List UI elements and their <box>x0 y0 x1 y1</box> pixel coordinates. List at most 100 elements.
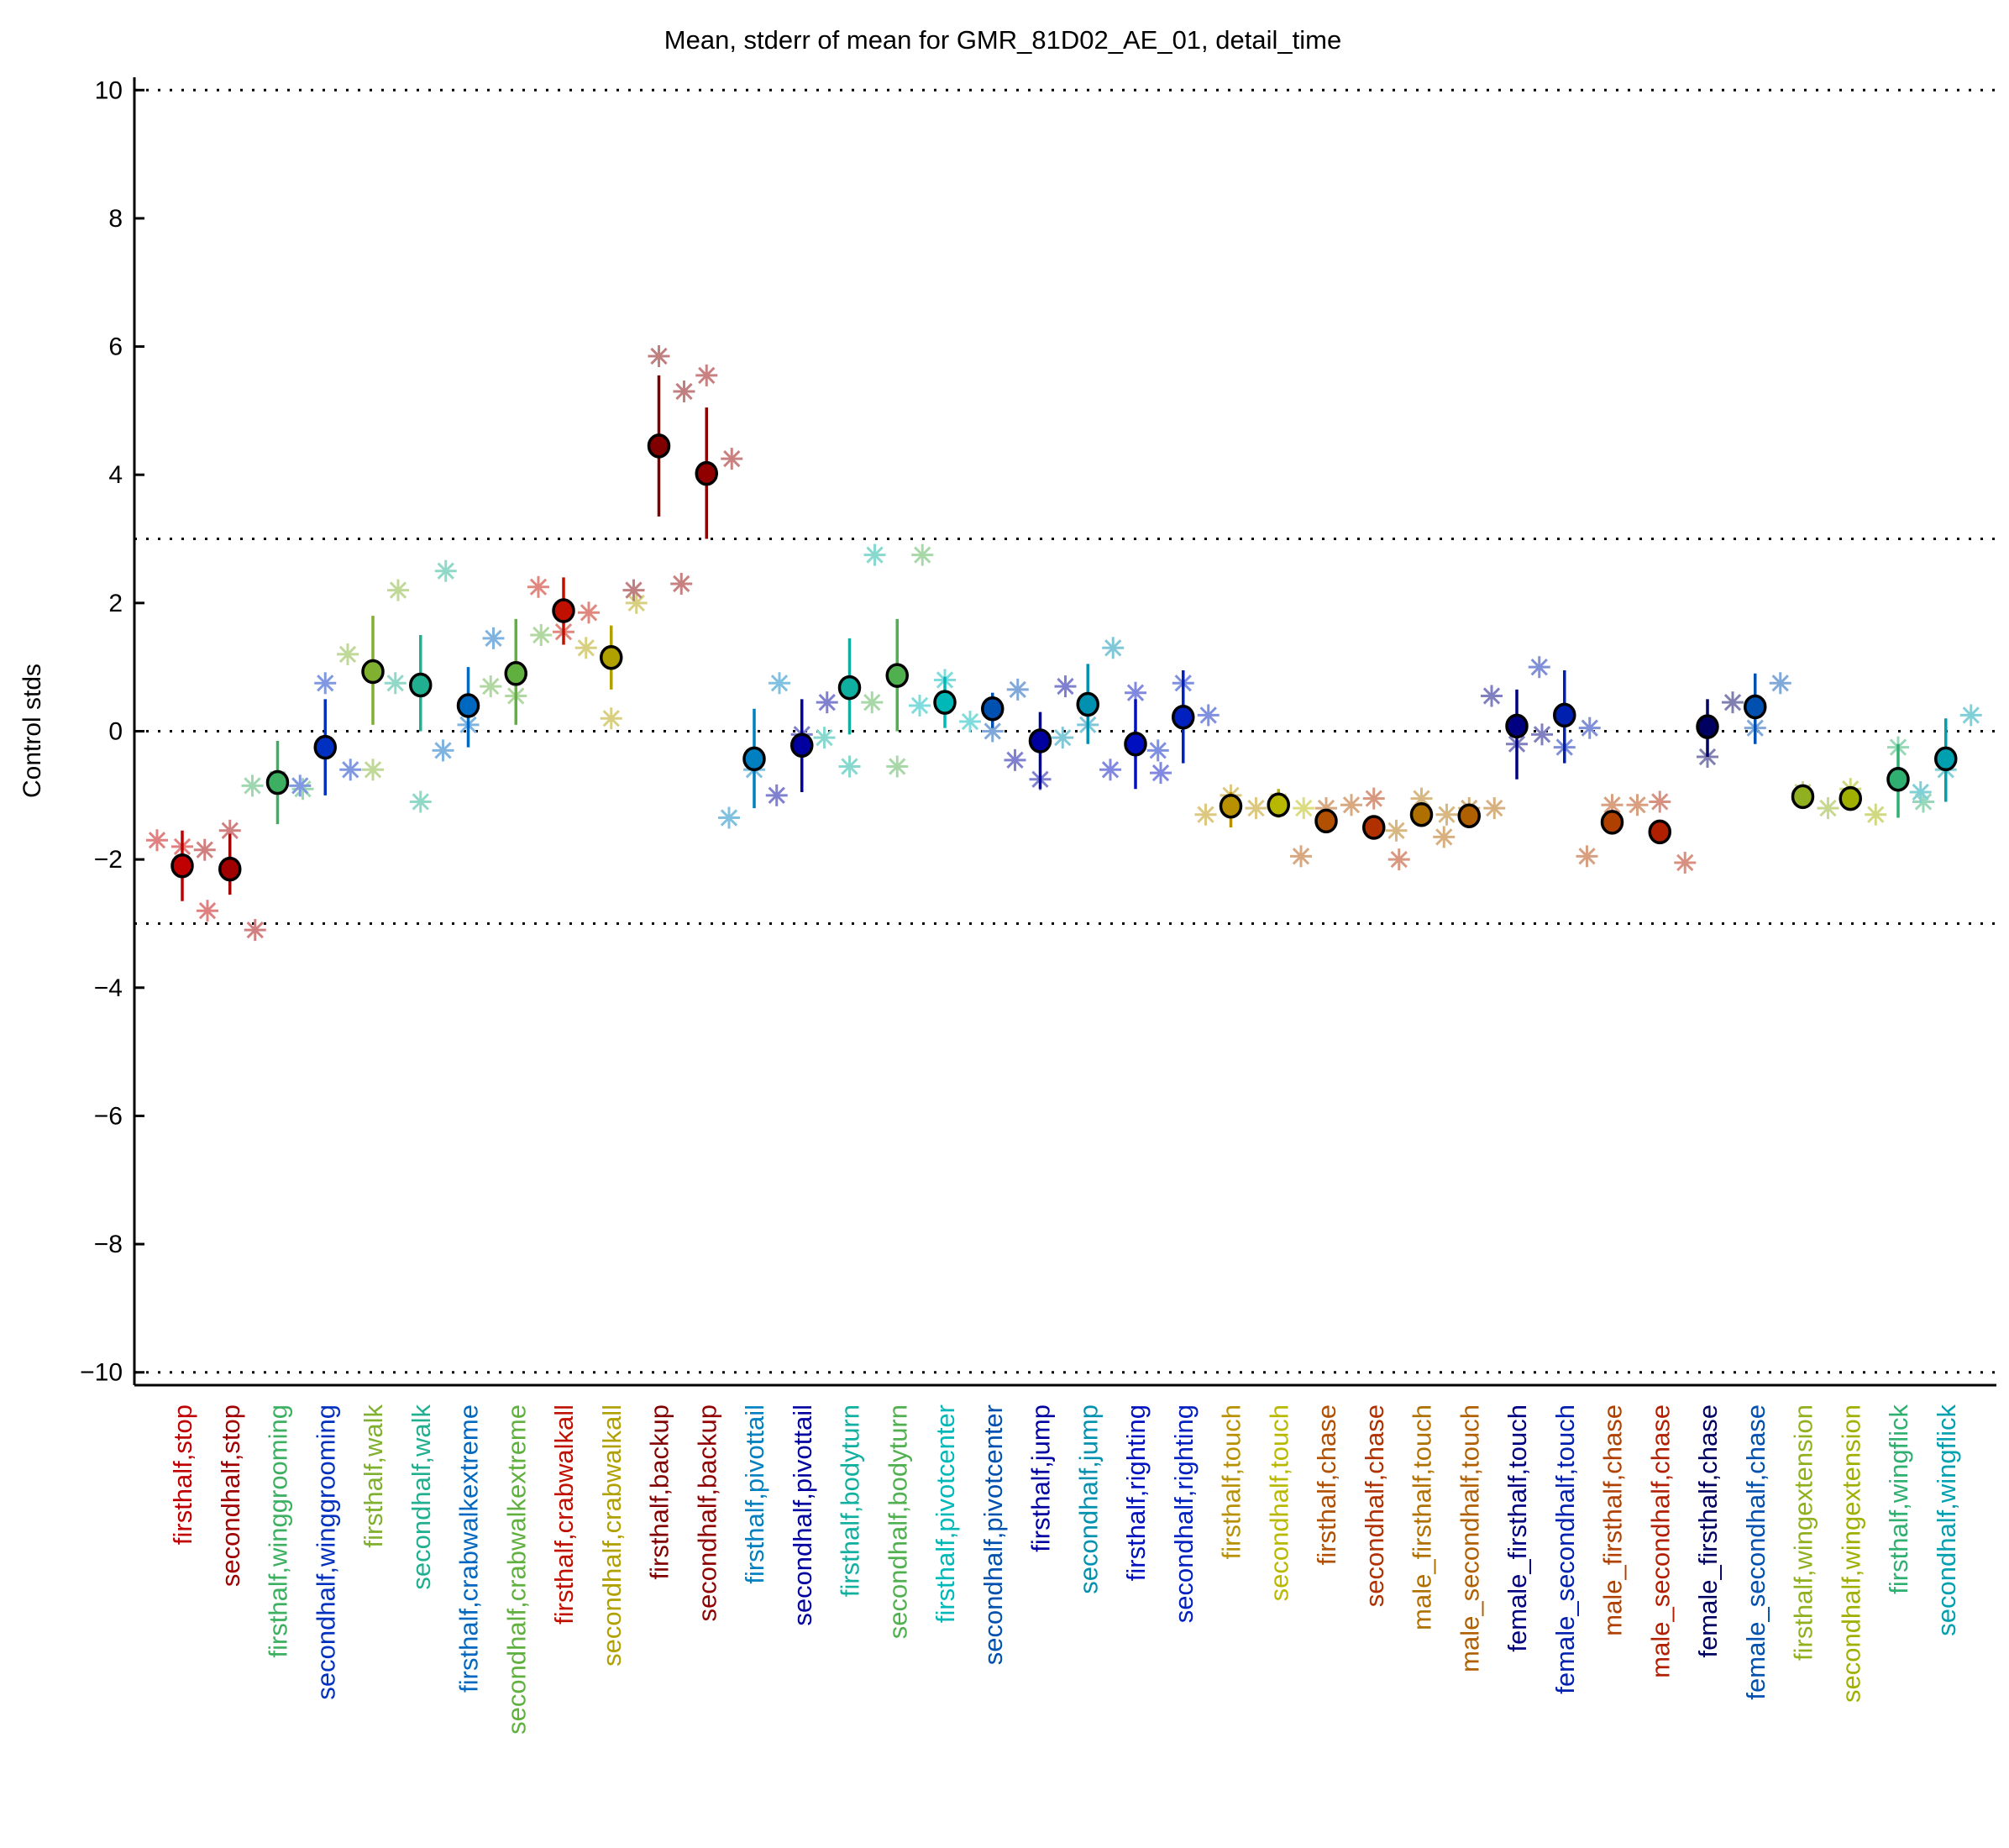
x-tick-label: firsthalf,winggrooming <box>264 1404 293 1658</box>
mean-marker <box>1696 714 1719 739</box>
category-group <box>981 678 1029 743</box>
mean-marker <box>504 661 527 686</box>
experiment-point-asterisk <box>911 543 934 566</box>
mean-marker <box>1600 810 1624 835</box>
x-tick-label: male_secondhalf,chase <box>1645 1404 1675 1678</box>
experiment-point-asterisk <box>1006 678 1029 701</box>
experiment-point-asterisk <box>530 624 553 647</box>
experiment-point-asterisk <box>362 759 384 781</box>
mean-marker <box>695 460 718 486</box>
mean-marker <box>1648 819 1671 845</box>
category-group <box>765 691 838 806</box>
category-group <box>1433 797 1506 848</box>
mean-marker <box>265 769 290 795</box>
category-group <box>1052 637 1125 749</box>
experiment-point-asterisk <box>1769 672 1791 695</box>
experiment-point-asterisk <box>1385 819 1408 842</box>
mean-marker <box>1934 746 1958 772</box>
category-group <box>1909 704 1982 804</box>
y-tick-label: 2 <box>108 590 123 617</box>
category-group <box>1791 781 1839 820</box>
experiment-point-asterisk <box>816 691 838 714</box>
experiment-point-asterisk <box>909 694 931 717</box>
mean-marker <box>1172 704 1195 730</box>
mean-marker <box>1839 785 1862 811</box>
experiment-point-asterisk <box>838 755 861 778</box>
mean-marker <box>885 663 909 688</box>
x-tick-label: firsthalf,stop <box>168 1404 197 1545</box>
experiment-point-asterisk <box>1578 717 1601 739</box>
x-tick-label: female_secondhalf,touch <box>1550 1404 1580 1694</box>
category-group <box>527 575 600 645</box>
mean-marker <box>1744 694 1767 720</box>
experiment-point-asterisk <box>1146 739 1169 762</box>
experiment-point-asterisk <box>337 643 359 665</box>
y-tick-label: 4 <box>108 461 123 489</box>
experiment-point-asterisk <box>721 448 743 470</box>
x-tick-label: firsthalf,backup <box>645 1404 674 1580</box>
x-tick-label: secondhalf,crabwalkall <box>597 1404 627 1667</box>
chart-title: Mean, stderr of mean for GMR_81D02_AE_01… <box>664 25 1341 55</box>
y-tick-label: −8 <box>94 1231 123 1258</box>
x-tick-label: secondhalf,backup <box>692 1404 721 1622</box>
x-tick-label: female_secondhalf,chase <box>1741 1404 1770 1700</box>
mean-marker <box>647 433 671 459</box>
experiment-point-asterisk <box>432 739 454 762</box>
x-tick-label: firsthalf,touch <box>1217 1404 1246 1559</box>
category-group <box>1696 691 1744 769</box>
y-tick-label: −10 <box>80 1359 123 1387</box>
category-group <box>1744 672 1791 744</box>
mean-marker <box>1219 794 1243 819</box>
mean-marker <box>456 693 480 718</box>
x-tick-label: male_firsthalf,touch <box>1408 1404 1437 1630</box>
x-tick-label: firsthalf,wingflick <box>1884 1404 1913 1594</box>
axes: −10 −8 −6 −4 −2 0 2 4 6 8 10 <box>80 76 1996 1387</box>
reference-lines <box>134 88 1996 1374</box>
experiment-point-asterisk <box>1102 637 1125 659</box>
experiment-point-asterisk <box>1865 803 1887 826</box>
experiment-point-asterisk <box>1004 748 1026 771</box>
mean-marker <box>1886 766 1910 792</box>
experiment-point-asterisk <box>1483 797 1506 820</box>
experiment-point-asterisk <box>1576 845 1598 868</box>
experiment-point-asterisk <box>1245 797 1267 820</box>
experiment-point-asterisk <box>959 711 981 733</box>
category-group <box>289 672 362 797</box>
mean-marker <box>1314 808 1338 834</box>
x-tick-label: secondhalf,touch <box>1264 1404 1293 1601</box>
x-tick-label: firsthalf,pivottail <box>740 1404 769 1584</box>
category-group <box>384 559 457 813</box>
mean-marker <box>1028 728 1052 753</box>
category-group <box>861 543 934 778</box>
mean-marker <box>409 672 433 698</box>
category-group <box>1290 794 1362 868</box>
experiment-point-asterisk <box>193 838 216 861</box>
category-group <box>432 627 505 762</box>
x-tick-label: secondhalf,winggrooming <box>311 1404 340 1700</box>
experiment-point-asterisk <box>813 727 836 749</box>
category-group <box>1839 778 1887 826</box>
category-group <box>1886 736 1934 818</box>
mean-marker <box>1076 691 1099 717</box>
experiment-point-asterisk <box>718 806 740 829</box>
category-group <box>1385 787 1458 842</box>
category-group <box>1004 675 1077 790</box>
mean-marker <box>600 644 623 670</box>
x-tick-label: secondhalf,jump <box>1073 1404 1103 1594</box>
y-axis-label: Control stds <box>18 664 46 798</box>
category-group <box>1194 784 1267 827</box>
x-tick-label: firsthalf,bodyturn <box>836 1404 865 1597</box>
mean-marker <box>1553 702 1576 728</box>
experiment-point-asterisk <box>1099 759 1121 781</box>
experiment-point-asterisk <box>197 900 218 922</box>
mean-marker <box>1791 784 1815 810</box>
mean-marker <box>837 675 862 701</box>
experiment-point-asterisk <box>1528 656 1550 679</box>
experiment-point-asterisk <box>863 543 886 566</box>
category-group <box>622 345 695 601</box>
experiment-point-asterisk <box>1909 781 1932 804</box>
experiment-point-asterisk <box>1293 797 1315 820</box>
x-tick-label: firsthalf,walk <box>359 1404 388 1548</box>
x-tick-label: male_firsthalf,chase <box>1598 1404 1628 1636</box>
experiment-point-asterisk <box>1362 787 1385 810</box>
